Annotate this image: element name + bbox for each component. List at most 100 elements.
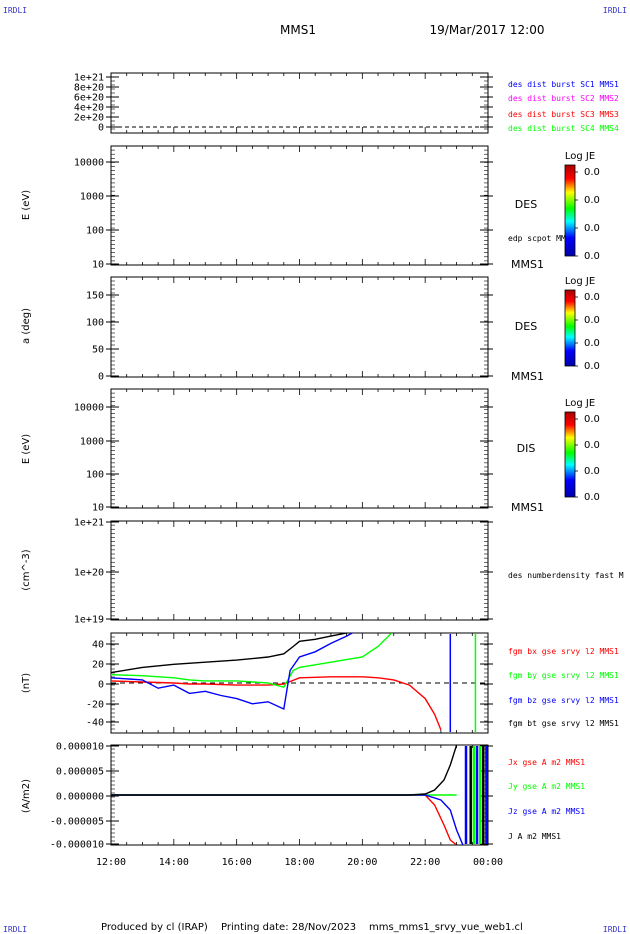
panel-frame (110, 72, 489, 134)
legend-label: fgm bz gse srvy l2 MMS1 (508, 696, 619, 705)
series-line (111, 745, 458, 796)
colorbar-title: Log JE (565, 276, 595, 287)
y-tick-label: 50 (92, 345, 104, 356)
y-tick-label: 100 (86, 226, 104, 237)
spectrogram-sublabel: MMS1 (511, 258, 544, 271)
legend-label: Jz gse A m2 MMS1 (508, 807, 585, 816)
footer-producer: Produced by cl (IRAP) (101, 922, 208, 933)
y-tick-label: 40 (92, 640, 104, 651)
colorbar-tick-label: 0.0 (584, 361, 600, 372)
colorbar-tick-label: 0.0 (584, 223, 600, 234)
y-tick-label: 8e+20 (74, 83, 104, 94)
corner-label-bottom-left: IRDLI (3, 925, 27, 934)
y-tick-label: 10 (92, 503, 104, 514)
y-tick-label: 10000 (74, 403, 104, 414)
panel-frame (110, 145, 489, 266)
y-tick-label: 1000 (80, 192, 104, 203)
legend-label: J A m2 MMS1 (508, 832, 561, 841)
colorbar (564, 164, 576, 257)
x-tick-label: 22:00 (410, 857, 440, 868)
panel-frame (110, 520, 489, 621)
footer-printing-date: Printing date: 28/Nov/2023 (221, 922, 356, 933)
y-tick-label: 150 (86, 291, 104, 302)
y-tick-label: 10000 (74, 158, 104, 169)
legend-label: Jy gse A m2 MMS1 (508, 782, 585, 791)
y-tick-label: 0 (98, 123, 104, 134)
scpot-label: edp scpot MMS1 (508, 234, 576, 243)
y-tick-label: 0.000000 (56, 792, 104, 803)
spectrogram-label: DES (515, 320, 537, 333)
legend-label: Jx gse A m2 MMS1 (508, 758, 585, 767)
y-tick-label: 1e+21 (74, 518, 104, 529)
y-tick-label: 6e+20 (74, 93, 104, 104)
legend-label: des dist burst SC2 MMS2 (508, 94, 619, 103)
series-line (111, 794, 464, 845)
legend-label: fgm bx gse srvy l2 MMS1 (508, 647, 619, 656)
legend-label: des dist burst SC4 MMS4 (508, 124, 619, 133)
colorbar-tick-label: 0.0 (584, 414, 600, 425)
y-axis-label: a (deg) (21, 308, 32, 344)
series-line (111, 633, 393, 689)
spectrogram-sublabel: MMS1 (511, 501, 544, 514)
y-axis-label: E (eV) (21, 190, 32, 220)
y-tick-label: -0.000005 (50, 817, 104, 828)
panel-frame (110, 388, 489, 509)
plot-title: MMS1 (280, 23, 316, 37)
y-tick-label: 10 (92, 260, 104, 271)
colorbar-tick-label: 0.0 (584, 338, 600, 349)
spectrogram-label: DES (515, 198, 537, 211)
x-tick-label: 12:00 (96, 857, 126, 868)
y-axis-label: E (eV) (21, 434, 32, 464)
legend-label: fgm by gse srvy l2 MMS1 (508, 671, 619, 680)
y-tick-label: 1e+20 (74, 568, 104, 579)
plot-datetime: 19/Mar/2017 12:00 (430, 23, 545, 37)
series-line (111, 794, 458, 845)
y-tick-label: 1e+19 (74, 615, 104, 626)
y-tick-label: -20 (86, 700, 104, 711)
y-tick-label: 0.000010 (56, 742, 104, 753)
colorbar-tick-label: 0.0 (584, 315, 600, 326)
colorbar-tick-label: 0.0 (584, 466, 600, 477)
colorbar-title: Log JE (565, 151, 595, 162)
legend-label: des numberdensity fast M (508, 571, 624, 580)
series-line (111, 676, 442, 731)
x-tick-label: 16:00 (222, 857, 252, 868)
y-tick-label: 100 (86, 470, 104, 481)
x-tick-label: 00:00 (473, 857, 503, 868)
colorbar-tick-label: 0.0 (584, 440, 600, 451)
y-tick-label: 1e+21 (74, 73, 104, 84)
colorbar (564, 411, 576, 498)
corner-label-bottom-right: IRDLI (603, 925, 627, 934)
x-tick-label: 14:00 (159, 857, 189, 868)
colorbar-tick-label: 0.0 (584, 195, 600, 206)
y-tick-label: -40 (86, 718, 104, 729)
legend-label: des dist burst SC1 MMS1 (508, 80, 619, 89)
corner-label-top-left: IRDLI (3, 6, 27, 15)
y-tick-label: 0 (98, 680, 104, 691)
colorbar-tick-label: 0.0 (584, 492, 600, 503)
series-line (111, 633, 352, 674)
y-tick-label: 1000 (80, 437, 104, 448)
y-tick-label: -0.000010 (50, 840, 104, 851)
x-tick-label: 18:00 (284, 857, 314, 868)
colorbar-tick-label: 0.0 (584, 292, 600, 303)
y-tick-label: 0 (98, 372, 104, 383)
colorbar-tick-label: 0.0 (584, 251, 600, 262)
x-tick-label: 20:00 (347, 857, 377, 868)
y-tick-label: 100 (86, 318, 104, 329)
y-axis-label: (cm^-3) (21, 549, 32, 590)
time-axis: 12:00 14:00 16:00 18:00 20:00 22:00 00:00 (96, 73, 503, 868)
colorbar-tick-label: 0.0 (584, 167, 600, 178)
colorbar-title: Log JE (565, 398, 595, 409)
y-tick-label: 2e+20 (74, 113, 104, 124)
panel-frame (110, 276, 489, 378)
colorbar (564, 289, 576, 367)
legend-label: fgm bt gse srvy l2 MMS1 (508, 719, 619, 728)
y-tick-label: 4e+20 (74, 103, 104, 114)
y-tick-label: 20 (92, 660, 104, 671)
y-tick-label: 0.000005 (56, 767, 104, 778)
y-axis-label: (nT) (21, 673, 32, 693)
spectrogram-sublabel: MMS1 (511, 370, 544, 383)
